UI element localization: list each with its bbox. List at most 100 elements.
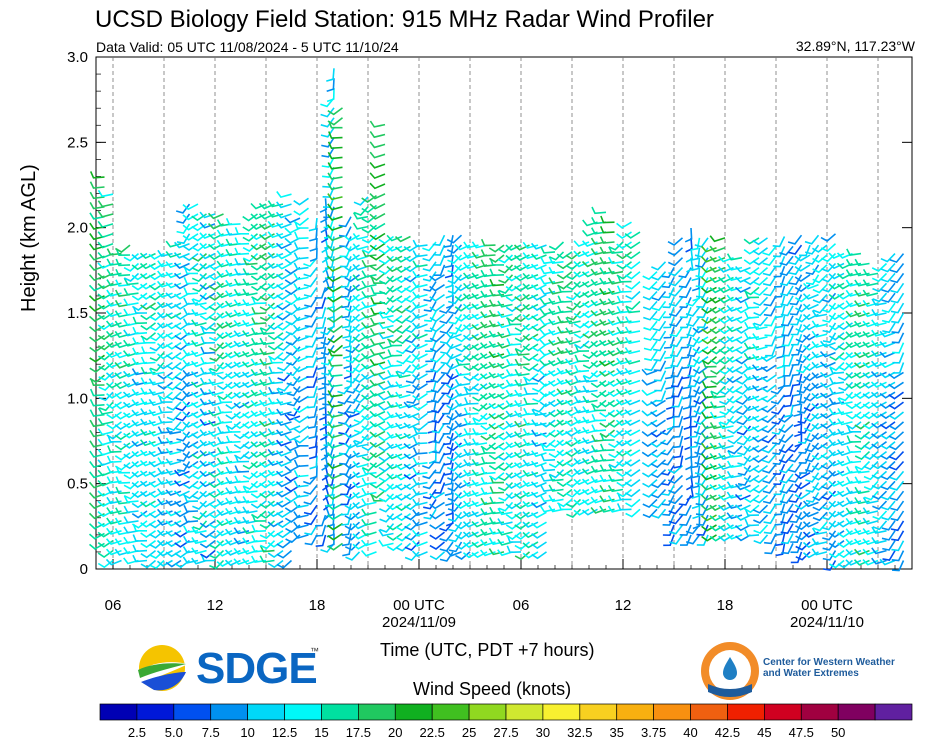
wind-barb [182, 421, 199, 428]
wind-barb [744, 508, 760, 517]
wind-barb [344, 481, 360, 490]
wind-barb [654, 390, 667, 402]
wind-barb [679, 287, 692, 299]
wind-barb [216, 351, 233, 360]
wind-barb [796, 363, 811, 374]
wind-barb [114, 538, 131, 546]
wind-barb [156, 311, 173, 319]
wind-barb [369, 141, 386, 149]
wind-barb [540, 439, 556, 448]
x-tick-label: 00 UTC [393, 597, 445, 614]
wind-barb [369, 151, 386, 159]
wind-barb [327, 400, 343, 408]
wind-barb [660, 455, 675, 466]
wind-barb [267, 332, 284, 341]
wind-barb [565, 368, 581, 376]
wind-barb [276, 201, 292, 209]
wind-barb [412, 519, 428, 527]
wind-barb [837, 361, 854, 371]
wind-barb [276, 510, 292, 518]
wind-barb [726, 512, 743, 520]
wind-barb [505, 462, 522, 469]
wind-barb [182, 233, 199, 241]
wind-barb [242, 537, 258, 545]
wind-barb [242, 470, 259, 480]
wind-barb [192, 500, 208, 510]
wind-barb [424, 320, 437, 333]
wind-barb [123, 277, 139, 286]
colorbar-swatch [431, 703, 470, 721]
wind-barb [148, 419, 165, 427]
wind-barb [624, 241, 641, 250]
wind-barb [370, 494, 386, 502]
wind-barb [320, 445, 329, 461]
wind-barb [530, 491, 547, 499]
wind-barb [123, 495, 139, 503]
wind-barb [233, 431, 250, 440]
wind-barb [846, 435, 862, 443]
wind-barb [522, 480, 539, 488]
wind-barb [879, 341, 896, 348]
wind-barb [149, 352, 165, 362]
wind-barb [773, 265, 786, 278]
wind-barb [845, 411, 862, 420]
wind-barb [591, 403, 607, 412]
wind-barb [514, 389, 530, 397]
wind-barb [489, 278, 505, 287]
wind-barb [340, 503, 352, 516]
wind-barb [440, 363, 454, 375]
wind-barb [98, 371, 114, 381]
wind-barb [471, 458, 488, 467]
wind-barb [114, 442, 131, 451]
wind-barb [199, 530, 216, 539]
wind-barb [514, 531, 530, 540]
colorbar-swatch [874, 703, 913, 721]
wind-barb [802, 510, 819, 518]
wind-barb [182, 262, 199, 272]
wind-barb [276, 549, 293, 559]
wind-barb [183, 266, 199, 275]
wind-barb [600, 433, 615, 442]
wind-barb [405, 353, 420, 364]
wind-barb [321, 147, 335, 158]
wind-barb [183, 494, 199, 503]
wind-barb [327, 141, 343, 150]
wind-barb [709, 286, 726, 294]
wind-barb [267, 241, 284, 249]
wind-barb [191, 319, 207, 327]
wind-barb [872, 282, 888, 293]
wind-barb [804, 422, 820, 433]
wind-barb [743, 445, 760, 452]
wind-barb [216, 381, 233, 391]
wind-barb [412, 250, 428, 258]
wind-barb [625, 498, 641, 508]
wind-barb [369, 161, 386, 169]
wind-barb [343, 421, 360, 429]
wind-barb [616, 295, 632, 304]
wind-barb [462, 531, 479, 538]
wind-barb [89, 492, 105, 499]
wind-barb [472, 438, 488, 446]
wind-barb [386, 513, 403, 521]
wind-barb [149, 550, 165, 559]
wind-barb [480, 487, 496, 495]
wind-barb [863, 480, 879, 491]
wind-barb [259, 545, 275, 553]
wind-barb [182, 450, 199, 459]
wind-barb [242, 223, 258, 232]
wind-barb [661, 485, 675, 496]
wind-barb [360, 549, 377, 557]
wind-barb [340, 275, 352, 288]
wind-barb [217, 436, 233, 445]
wind-barb [864, 490, 879, 501]
wind-barb [463, 407, 479, 416]
wind-barb [369, 389, 386, 397]
wind-barb [341, 513, 352, 526]
y-tick-label: 3.0 [67, 49, 88, 66]
y-tick-label: 0 [80, 561, 88, 578]
wind-barb [208, 399, 224, 407]
wind-barb [123, 329, 139, 337]
wind-barb [259, 322, 276, 332]
wind-barb [709, 504, 726, 512]
wind-barb [165, 261, 182, 269]
